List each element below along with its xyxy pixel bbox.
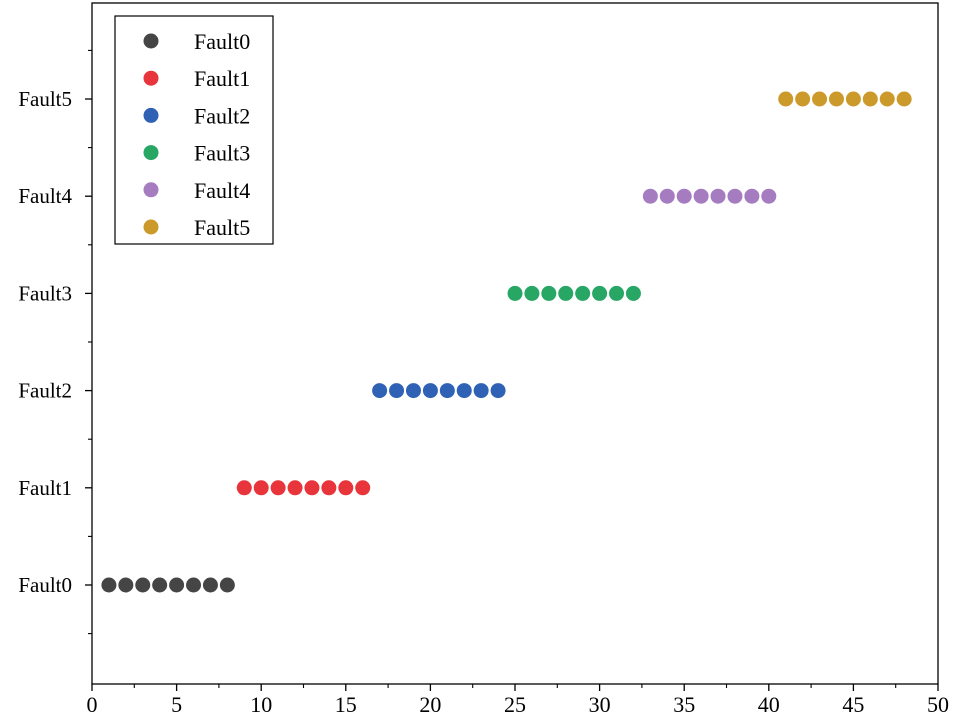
data-point <box>879 91 895 107</box>
data-point <box>693 188 709 204</box>
data-point <box>405 383 421 399</box>
data-point <box>609 285 625 301</box>
data-point <box>795 91 811 107</box>
data-point <box>659 188 675 204</box>
data-point <box>186 577 202 593</box>
data-point <box>727 188 743 204</box>
data-point <box>828 91 844 107</box>
y-tick-label: Fault1 <box>18 476 72 500</box>
data-point <box>321 480 337 496</box>
data-point <box>372 383 388 399</box>
data-point <box>202 577 218 593</box>
data-point <box>812 91 828 107</box>
legend-label: Fault5 <box>194 215 250 240</box>
data-point <box>761 188 777 204</box>
y-tick-label: Fault4 <box>18 184 72 208</box>
data-point <box>862 91 878 107</box>
y-tick-label: Fault0 <box>18 573 72 597</box>
data-point <box>473 383 489 399</box>
legend-label: Fault4 <box>194 178 250 203</box>
data-point <box>169 577 185 593</box>
data-point <box>896 91 912 107</box>
data-point <box>236 480 252 496</box>
data-point <box>541 285 557 301</box>
legend-label: Fault1 <box>194 66 250 91</box>
data-point <box>118 577 134 593</box>
data-point <box>558 285 574 301</box>
legend-marker <box>143 219 159 235</box>
x-tick-label: 35 <box>673 692 695 717</box>
x-axis: 0 5 10 15 20 25 30 35 40 45 50 <box>87 684 949 717</box>
x-tick-label: 0 <box>87 692 98 717</box>
data-point <box>490 383 506 399</box>
data-point <box>287 480 303 496</box>
data-point <box>778 91 794 107</box>
legend-marker <box>143 182 159 198</box>
x-tick-label: 5 <box>171 692 182 717</box>
x-tick-label: 20 <box>419 692 441 717</box>
data-point <box>744 188 760 204</box>
x-tick-label: 50 <box>927 692 949 717</box>
data-point <box>676 188 692 204</box>
data-points <box>101 91 912 593</box>
x-tick-label: 10 <box>250 692 272 717</box>
x-tick-label: 15 <box>335 692 357 717</box>
data-point <box>642 188 658 204</box>
legend-label: Fault3 <box>194 141 250 166</box>
data-point <box>152 577 168 593</box>
data-point <box>253 480 269 496</box>
legend-marker <box>143 107 159 123</box>
x-tick-label: 45 <box>842 692 864 717</box>
data-point <box>710 188 726 204</box>
data-point <box>507 285 523 301</box>
y-tick-label: Fault3 <box>18 281 72 305</box>
legend-label: Fault2 <box>194 103 250 128</box>
data-point <box>338 480 354 496</box>
x-tick-label: 30 <box>589 692 611 717</box>
data-point <box>355 480 371 496</box>
data-point <box>592 285 608 301</box>
legend-box <box>114 15 274 245</box>
data-point <box>456 383 472 399</box>
data-point <box>625 285 641 301</box>
data-point <box>524 285 540 301</box>
y-tick-label: Fault2 <box>18 379 72 403</box>
y-axis: Fault0 Fault1 Fault2 Fault3 Fault4 Fault5 <box>18 49 92 635</box>
data-point <box>845 91 861 107</box>
data-point <box>270 480 286 496</box>
legend-marker <box>143 145 159 161</box>
data-point <box>575 285 591 301</box>
y-tick-label: Fault5 <box>18 87 72 111</box>
legend-marker <box>143 33 159 49</box>
legend-label: Fault0 <box>194 29 250 54</box>
data-point <box>389 383 405 399</box>
data-point <box>219 577 235 593</box>
data-point <box>101 577 117 593</box>
data-point <box>135 577 151 593</box>
data-point <box>439 383 455 399</box>
x-tick-label: 25 <box>504 692 526 717</box>
x-tick-label: 40 <box>758 692 780 717</box>
legend: Fault0 Fault1 Fault2 Fault3 Fault4 Fault5 <box>114 15 274 245</box>
legend-marker <box>143 70 159 86</box>
data-point <box>304 480 320 496</box>
data-point <box>422 383 438 399</box>
